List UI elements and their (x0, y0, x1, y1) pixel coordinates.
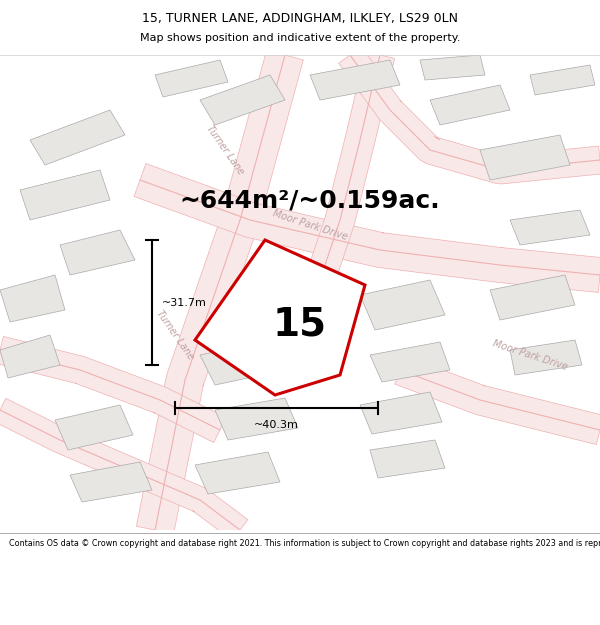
Polygon shape (200, 340, 285, 385)
Polygon shape (306, 52, 395, 285)
Polygon shape (55, 405, 133, 450)
Polygon shape (134, 164, 600, 292)
Polygon shape (510, 340, 582, 375)
Text: Moor Park Drive: Moor Park Drive (491, 338, 569, 372)
Polygon shape (370, 440, 445, 478)
Text: ~31.7m: ~31.7m (162, 298, 207, 308)
Polygon shape (200, 75, 285, 125)
Text: Moor Park Drive: Moor Park Drive (271, 208, 349, 242)
Polygon shape (215, 398, 298, 440)
Polygon shape (395, 356, 600, 444)
Text: 15: 15 (273, 306, 327, 344)
Polygon shape (195, 240, 365, 395)
Polygon shape (0, 398, 248, 541)
Text: Turner Lane: Turner Lane (205, 123, 245, 177)
Polygon shape (0, 275, 65, 322)
Polygon shape (420, 55, 485, 80)
Polygon shape (0, 335, 60, 378)
Polygon shape (370, 342, 450, 382)
Polygon shape (60, 230, 135, 275)
Text: Contains OS data © Crown copyright and database right 2021. This information is : Contains OS data © Crown copyright and d… (9, 539, 600, 549)
Polygon shape (0, 336, 226, 442)
Text: ~644m²/~0.159ac.: ~644m²/~0.159ac. (179, 188, 440, 212)
Polygon shape (310, 60, 400, 100)
Polygon shape (136, 50, 304, 534)
Text: Turner Lane: Turner Lane (154, 308, 196, 362)
Polygon shape (70, 462, 152, 502)
Polygon shape (195, 452, 280, 494)
Polygon shape (490, 275, 575, 320)
Polygon shape (360, 392, 442, 434)
Polygon shape (480, 135, 570, 180)
Text: 15, TURNER LANE, ADDINGHAM, ILKLEY, LS29 0LN: 15, TURNER LANE, ADDINGHAM, ILKLEY, LS29… (142, 12, 458, 25)
Polygon shape (30, 110, 125, 165)
Polygon shape (430, 85, 510, 125)
Polygon shape (530, 65, 595, 95)
Text: ~40.3m: ~40.3m (254, 420, 299, 430)
Polygon shape (360, 280, 445, 330)
Polygon shape (20, 170, 110, 220)
Polygon shape (510, 210, 590, 245)
Polygon shape (338, 47, 600, 184)
Text: Map shows position and indicative extent of the property.: Map shows position and indicative extent… (140, 33, 460, 43)
Polygon shape (155, 60, 228, 97)
